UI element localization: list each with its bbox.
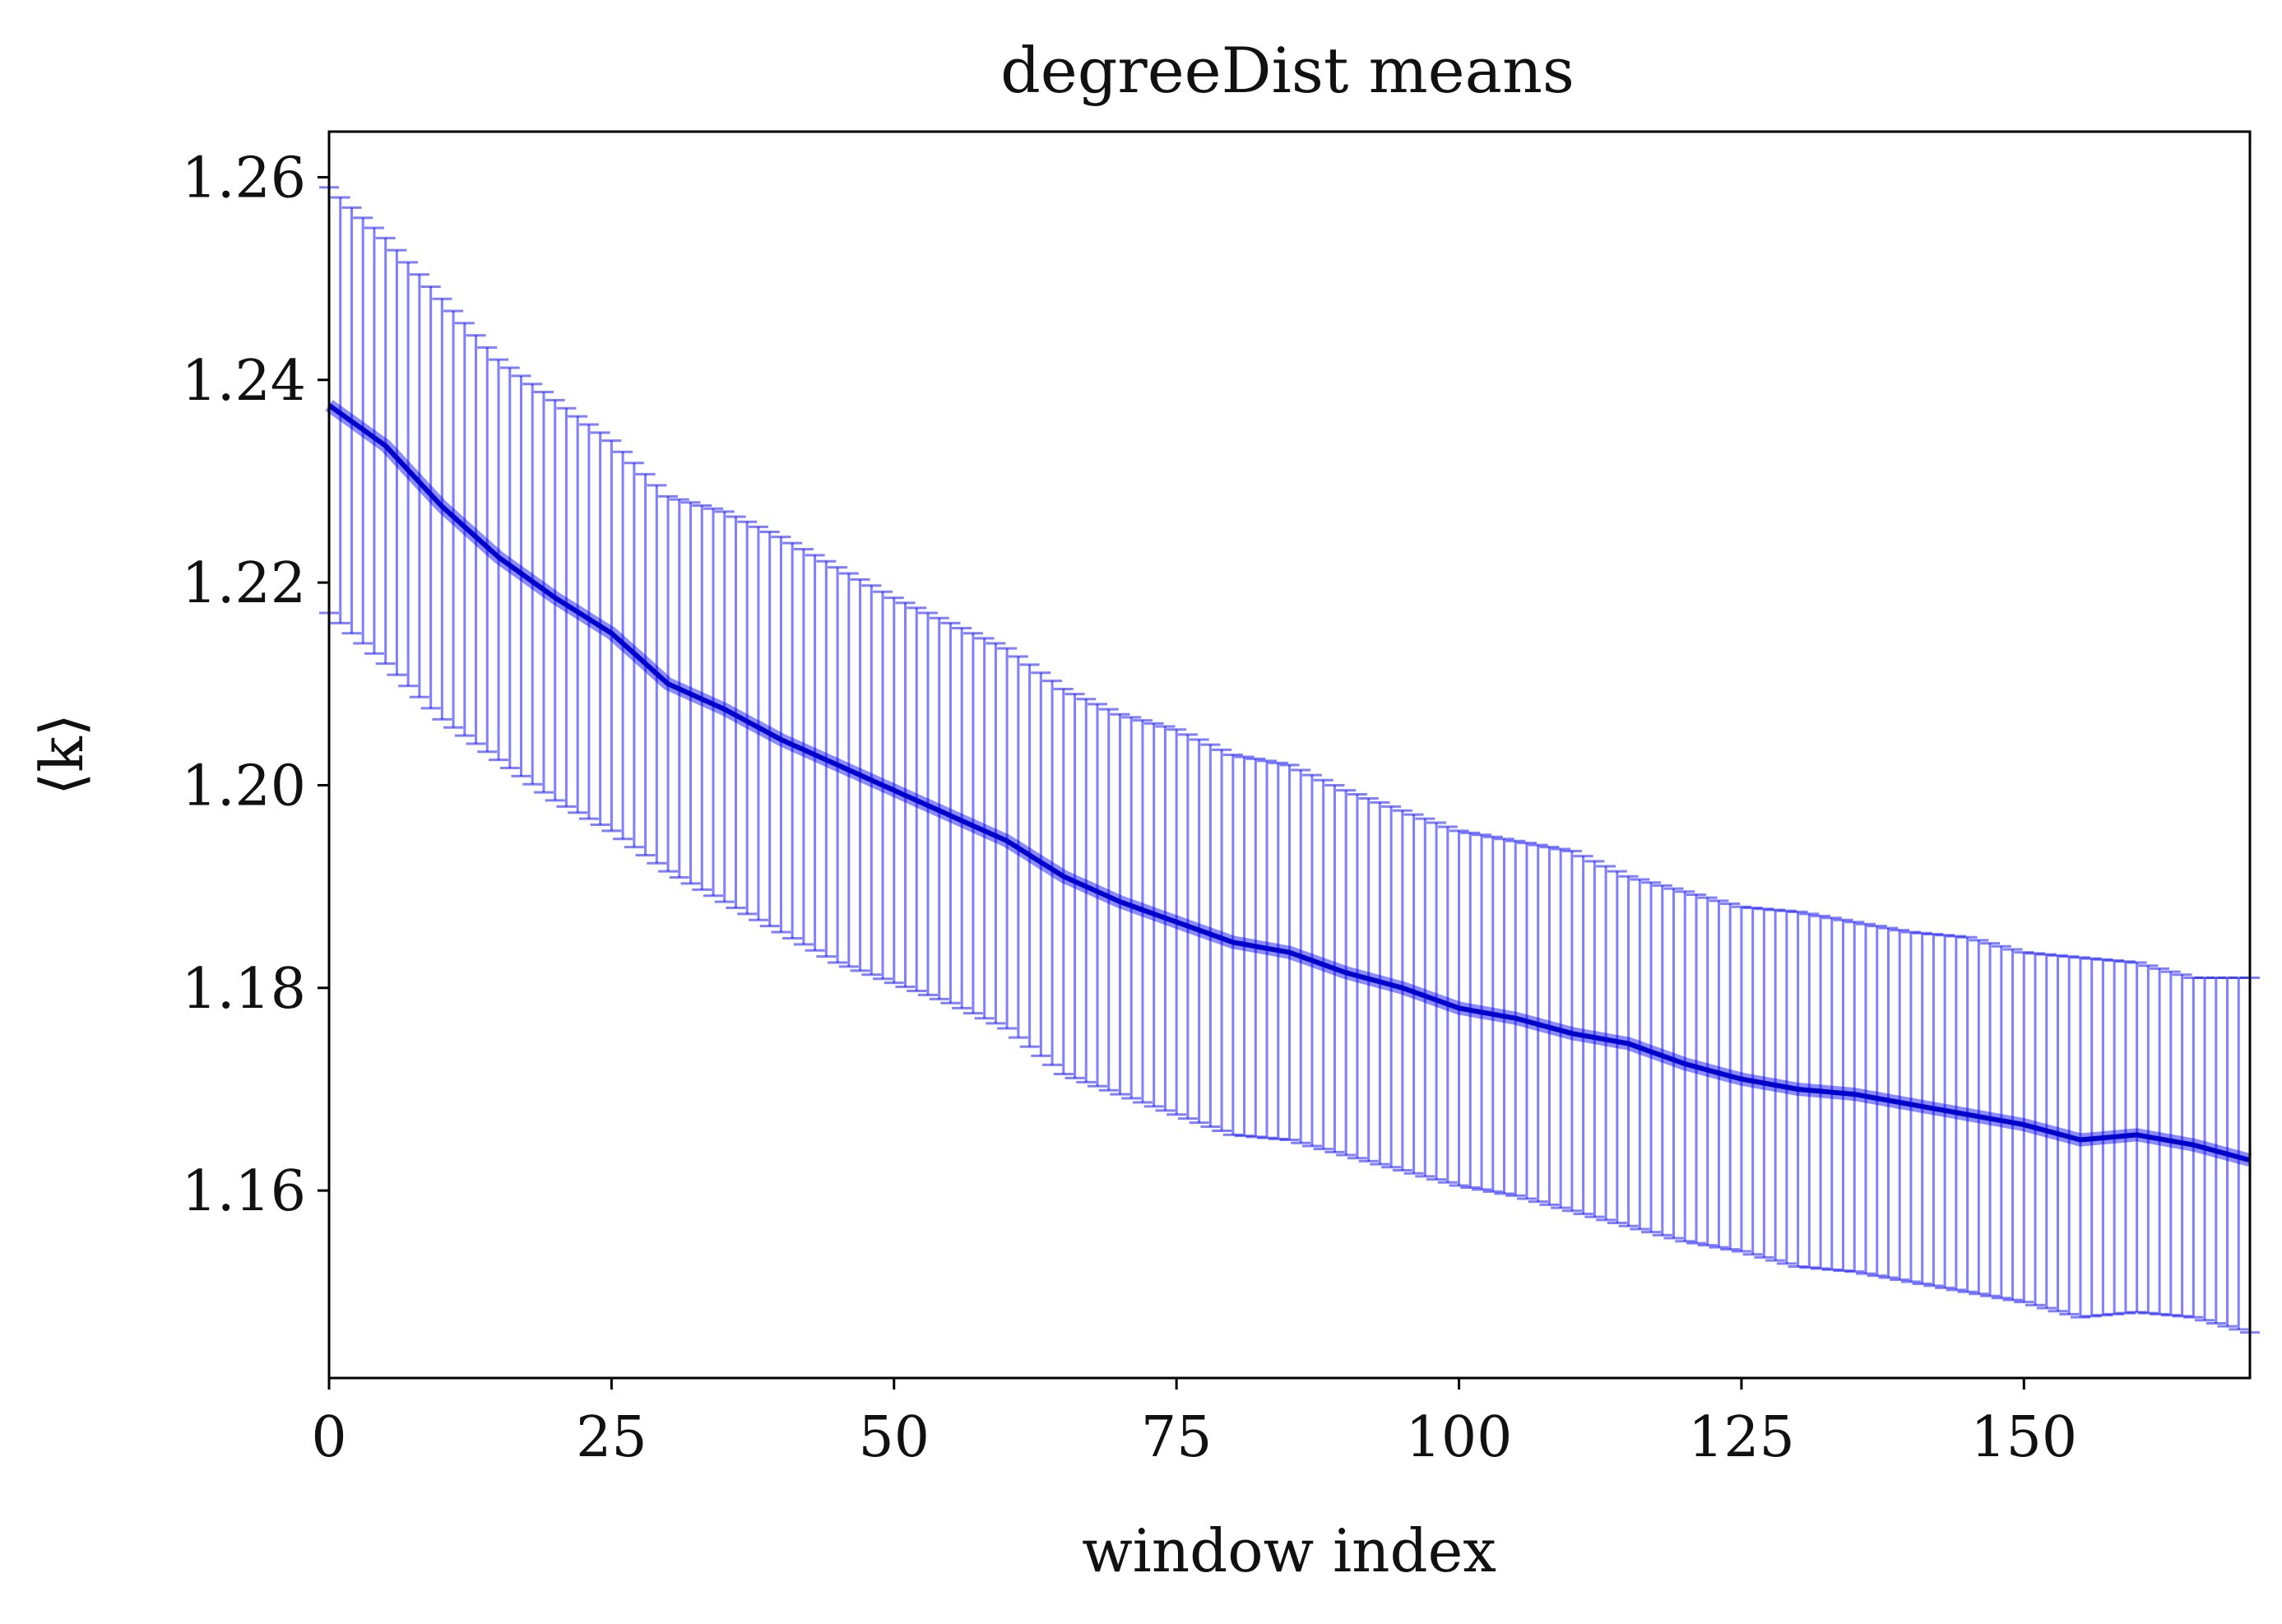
error-bar [1053, 687, 1074, 1075]
y-tick-label: 1.22 [182, 551, 306, 616]
mean-line-group [325, 400, 2252, 1167]
error-bar [1630, 878, 1650, 1231]
error-bar [737, 520, 758, 916]
y-tick-label: 1.16 [182, 1159, 306, 1224]
error-bar [1878, 926, 1899, 1279]
x-tick-label: 75 [1141, 1405, 1213, 1470]
error-bar [771, 536, 791, 934]
error-bar [1641, 881, 1662, 1234]
error-bar [387, 248, 407, 676]
error-bar [375, 236, 396, 666]
error-bar [726, 515, 746, 909]
error-bar [782, 541, 803, 940]
error-bar [793, 547, 814, 946]
error-bar [1076, 698, 1097, 1083]
error-bar [1856, 922, 1876, 1275]
x-tick-label: 0 [311, 1405, 346, 1470]
error-bar [1890, 929, 1910, 1282]
x-tick-label: 125 [1688, 1405, 1795, 1470]
error-bars [319, 186, 2260, 1334]
error-bar [1088, 703, 1107, 1088]
y-tick-label: 1.20 [182, 754, 306, 819]
error-bar [1618, 875, 1639, 1227]
x-tick-label: 50 [858, 1405, 930, 1470]
y-axis-label: ⟨k⟩ [27, 713, 96, 796]
error-bar [330, 196, 350, 624]
error-bar [1607, 870, 1627, 1225]
error-bar [1098, 708, 1119, 1092]
error-bar [1064, 693, 1085, 1079]
y-tick-label: 1.26 [182, 146, 306, 211]
x-tick-label: 150 [1970, 1405, 2077, 1470]
x-axis-label: window index [1082, 1516, 1496, 1585]
error-bar [1663, 887, 1684, 1240]
x-tick-label: 25 [576, 1405, 647, 1470]
error-bar [1652, 884, 1672, 1237]
y-tick-label: 1.24 [182, 349, 306, 414]
error-bar [748, 525, 768, 921]
mean-line [327, 403, 2251, 1163]
error-bar [759, 531, 780, 928]
error-bar [1844, 921, 1865, 1274]
error-bar [1596, 865, 1616, 1222]
y-axis-ticks: 1.16 1.18 1.20 1.22 1.24 1.26 [182, 146, 329, 1224]
error-bar [1867, 925, 1887, 1278]
x-axis-ticks: 0 25 50 75 100 125 150 [311, 1378, 2077, 1470]
error-bar [398, 261, 419, 688]
plot-frame [327, 130, 2252, 1380]
error-bar [1042, 680, 1063, 1066]
y-tick-label: 1.18 [182, 957, 306, 1022]
x-tick-label: 100 [1406, 1405, 1513, 1470]
chart-title: degreeDist means [1000, 34, 1575, 107]
